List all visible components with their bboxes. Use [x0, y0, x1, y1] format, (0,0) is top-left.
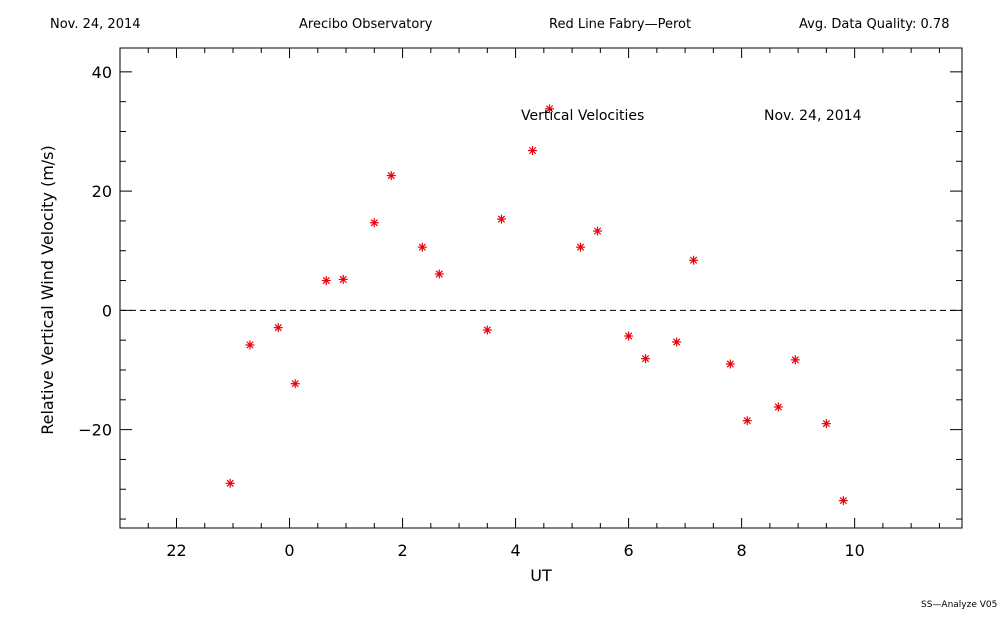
- x-tick-label: 2: [397, 541, 407, 560]
- data-point: [593, 226, 603, 236]
- software-version: SS—Analyze V05: [921, 600, 998, 610]
- data-point: [386, 171, 396, 181]
- data-point: [434, 269, 444, 279]
- data-points: [225, 104, 848, 506]
- data-point: [544, 104, 554, 114]
- data-point: [838, 496, 848, 506]
- axis-ticks: 22 0 2 4 6 8 10 −20 0 20 40: [78, 48, 962, 560]
- y-tick-label: 40: [92, 63, 112, 82]
- data-point: [821, 419, 831, 429]
- data-point: [225, 478, 235, 488]
- y-axis-label: Relative Vertical Wind Velocity (m/s): [38, 145, 57, 435]
- y-tick-label: 20: [92, 182, 112, 201]
- x-tick-label: 10: [844, 541, 864, 560]
- data-point: [790, 355, 800, 365]
- data-point: [245, 340, 255, 350]
- x-axis-label: UT: [530, 566, 552, 585]
- x-tick-label: 22: [166, 541, 186, 560]
- header-date: Nov. 24, 2014: [50, 17, 141, 32]
- header-instrument: Red Line Fabry—Perot: [549, 17, 692, 32]
- data-point: [369, 218, 379, 228]
- x-tick-label: 8: [737, 541, 747, 560]
- chart-title: Vertical Velocities: [521, 108, 644, 124]
- header-observatory: Arecibo Observatory: [299, 17, 433, 32]
- data-point: [290, 379, 300, 389]
- x-tick-label: 0: [284, 541, 294, 560]
- x-tick-label: 6: [623, 541, 633, 560]
- data-point: [528, 146, 538, 156]
- y-tick-label: 0: [102, 301, 112, 320]
- data-point: [641, 354, 651, 364]
- y-tick-label: −20: [78, 421, 112, 440]
- data-point: [742, 416, 752, 426]
- data-point: [496, 214, 506, 224]
- x-tick-label: 4: [510, 541, 520, 560]
- data-point: [576, 242, 586, 252]
- data-point: [672, 337, 682, 347]
- data-point: [725, 359, 735, 369]
- chart-subtitle: Nov. 24, 2014: [764, 108, 862, 124]
- header-data-quality: Avg. Data Quality: 0.78: [799, 17, 950, 32]
- data-point: [321, 276, 331, 286]
- data-point: [273, 323, 283, 333]
- data-point: [689, 255, 699, 265]
- data-point: [417, 242, 427, 252]
- data-point: [482, 325, 492, 335]
- plot-frame: [119, 47, 963, 529]
- data-point: [773, 402, 783, 412]
- data-point: [624, 331, 634, 341]
- data-point: [338, 274, 348, 284]
